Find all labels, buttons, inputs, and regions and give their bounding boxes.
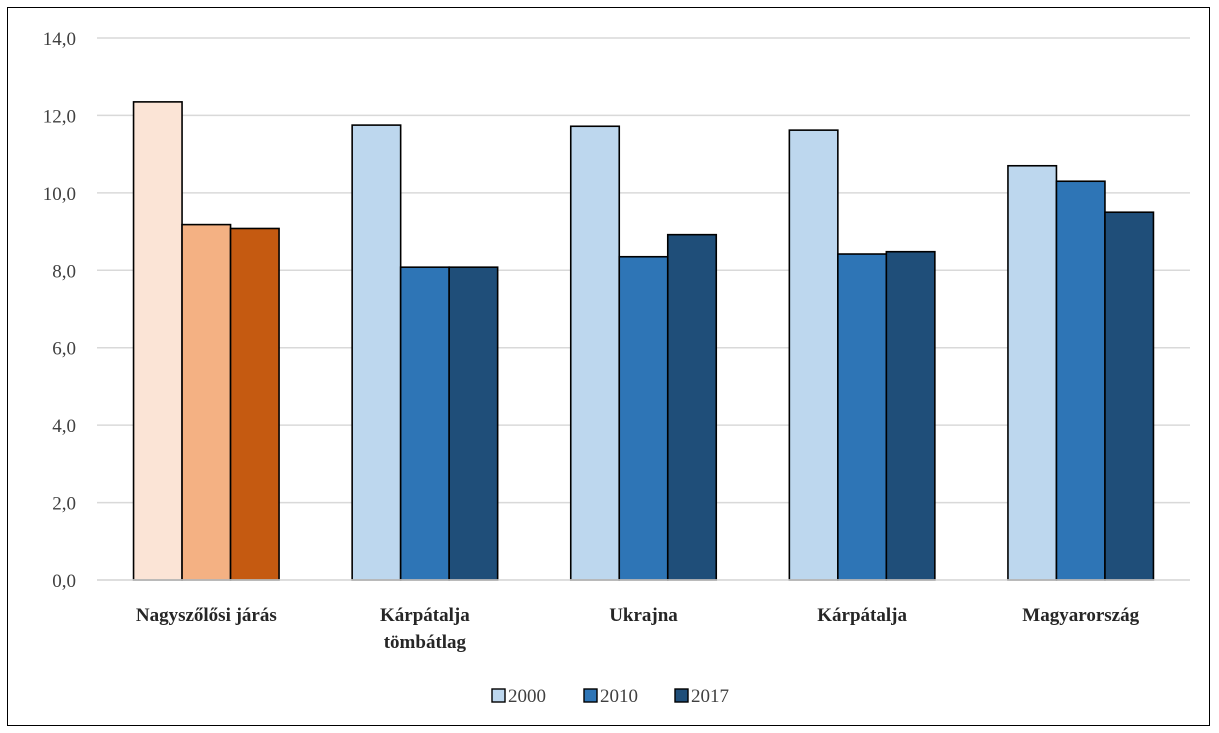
bar-2017 <box>229 227 280 581</box>
legend-swatch-2000 <box>491 688 506 703</box>
bar-2017 <box>1104 211 1155 581</box>
x-category-label: Magyarország <box>1022 605 1139 626</box>
legend-swatch-2010 <box>583 688 598 703</box>
legend-label-2017: 2017 <box>691 686 729 707</box>
bar-2000 <box>569 125 621 581</box>
y-tick-label: 8,0 <box>52 261 76 282</box>
legend-swatch-2017 <box>674 688 689 703</box>
y-tick-label: 12,0 <box>43 106 76 127</box>
legend-label-2000: 2000 <box>508 686 546 707</box>
bar-2000 <box>788 129 839 581</box>
bar-2010 <box>837 253 888 581</box>
bar-2010 <box>1055 180 1106 581</box>
x-category-label: tömbátlag <box>384 632 467 653</box>
bar-2017 <box>448 266 499 581</box>
bar-2000 <box>1007 164 1058 581</box>
x-category-label: Ukrajna <box>609 605 678 626</box>
y-tick-label: 10,0 <box>43 184 76 205</box>
x-category-label: Kárpátalja <box>817 605 907 626</box>
y-tick-label: 6,0 <box>52 339 76 360</box>
y-tick-label: 0,0 <box>52 571 76 592</box>
x-category-label: Kárpátalja <box>380 605 470 626</box>
y-tick-label: 4,0 <box>52 416 76 437</box>
y-tick-label: 2,0 <box>52 494 76 515</box>
bar-2010 <box>399 266 450 581</box>
bar-2000 <box>132 101 183 581</box>
bar-2010 <box>181 223 232 581</box>
bar-2017 <box>885 250 936 581</box>
bar-2017 <box>666 233 718 581</box>
bar-2000 <box>351 124 402 581</box>
y-tick-label: 14,0 <box>43 29 76 50</box>
x-category-label: Nagyszőlősi járás <box>136 605 277 626</box>
legend-label-2010: 2010 <box>600 686 638 707</box>
bar-2010 <box>618 255 669 581</box>
